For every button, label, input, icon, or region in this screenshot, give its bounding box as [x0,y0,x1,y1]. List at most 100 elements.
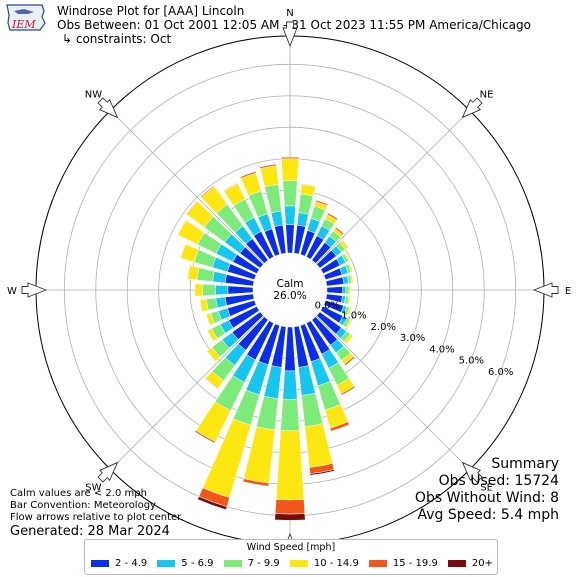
direction-label: W [7,286,17,297]
wind-bar-segment [204,377,219,390]
legend-swatch [91,560,109,567]
bars-layer [177,156,356,521]
wind-bar-segment [275,430,305,501]
wind-bar-segment [223,182,238,192]
wind-bar-segment [197,496,228,511]
plot-title: Windrose Plot for [AAA] Lincoln [57,4,245,18]
wind-bar-segment [215,284,229,296]
obs-used: Obs Used: 15724 [438,473,559,489]
legend-label: 20+ [471,558,493,569]
flow-arrow-icon [21,282,48,298]
direction-label: NW [85,89,102,100]
obs-without-wind: Obs Without Wind: 8 [414,490,559,506]
radial-tick-label: 6.0% [488,367,513,378]
bar-convention-note: Bar Convention: Meteorology [10,500,156,511]
footer-notes: Calm values are < 2.0 mph Bar Convention… [10,488,184,540]
legend-item-2-4.9: 2 - 4.9 [91,558,147,569]
direction-label: NE [480,89,494,100]
wind-bar-segment [200,185,215,198]
direction-label: SW [85,483,101,494]
wind-bar-segment [202,283,216,297]
avg-speed: Avg Speed: 5.4 mph [417,507,559,523]
calm-percent: 26.0% [273,290,306,302]
radial-tick-label: 3.0% [400,333,425,344]
radial-tick-label: 2.0% [371,322,396,333]
wind-bar-segment [350,274,354,284]
radial-tick-label: 0.0% [315,300,340,311]
flow-arrow-icon [532,282,559,298]
flow-arrow-icon [461,461,483,483]
wind-bar-segment [343,333,354,345]
wind-bar-segment [212,271,227,284]
wind-bar-segment [215,296,227,309]
svg-text:IEM: IEM [11,18,36,31]
wind-bar-segment [343,252,351,262]
wind-bar-segment [206,346,221,362]
ticks-layer: 0.0%1.0% 2.0% 3.0% 4.0% 5.0% 6.0% [315,300,514,378]
generated-date: Generated: 28 Mar 2024 [10,524,170,539]
wind-bar-segment [284,205,296,226]
wind-bar-segment [301,183,316,188]
legend-swatch [223,560,242,567]
wind-bar-segment [344,356,356,366]
wind-bar-segment [187,265,200,281]
arrows-note: Flow arrows relative to plot center. [10,512,184,523]
wind-bar-segment [348,285,351,295]
calm-note: Calm values are < 2.0 mph [10,488,147,499]
wind-bar-segment [296,212,309,227]
wind-bar-segment [304,423,333,468]
obs-period: Obs Between: 01 Oct 2001 12:05 AM - 31 O… [57,18,531,32]
wind-bar-segment [274,513,306,521]
legend-item-15-19.9: 15 - 19.9 [368,558,438,569]
calm-circle [253,253,327,327]
legend-item-10-14.9: 10 - 14.9 [289,558,359,569]
legend-label: 10 - 14.9 [313,558,359,569]
speed-legend: Wind Speed [mph] 2 - 4.9 5 - 6.9 7 - 9.9… [84,539,498,575]
legend-swatch [289,560,308,567]
wind-bar-segment [298,365,316,396]
flow-arrow-icon [97,461,119,483]
wind-bar-segment [270,210,284,227]
wind-bar-segment [194,430,216,444]
wind-bar-segment [284,326,296,372]
wind-bar-segment [326,212,339,221]
wind-bar-segment [326,286,343,294]
wind-bar-segment [274,499,306,515]
direction-labels: NNEESESSWWNW [7,8,571,575]
wind-bar-segment [342,286,347,294]
wind-bar-segment [309,469,335,476]
flow-arrow-icon [97,97,119,119]
legend-swatch [447,560,466,567]
calm-layer: Calm 26.0% [253,253,327,327]
calm-label: Calm [277,278,304,290]
wind-bar-segment [282,370,298,400]
wind-bar-segment [280,398,300,432]
wind-bar-segment [345,285,350,295]
legend-item-5-6.9: 5 - 6.9 [157,558,214,569]
grid-spoke [315,110,470,265]
wind-bar-segment [239,171,257,179]
flow-arrow-icon [461,97,483,119]
wind-bar-segment [264,184,282,214]
wind-bar-segment [256,395,279,431]
legend-item-7-9.9: 7 - 9.9 [223,558,280,569]
wind-bar-segment [298,193,314,215]
wind-bar-segment [341,239,349,249]
wind-bar-segment [346,307,352,317]
wind-bar-segment [315,199,329,207]
wind-bar-segment [347,296,351,305]
wind-bar-segment [334,226,345,236]
wind-bar-segment [329,421,350,432]
constraints-note: ↳ constraints: Oct [62,32,172,46]
wind-bar-segment [227,285,254,295]
wind-bar-segment [180,243,199,263]
legend-label: 7 - 9.9 [247,558,280,569]
wind-bar-segment [185,200,198,215]
legend-items: 2 - 4.9 5 - 6.9 7 - 9.9 10 - 14.9 15 - 1… [91,558,493,569]
wind-bar-segment [207,328,218,342]
legend-item-20plus: 20+ [447,558,493,569]
grid-spoke [315,315,470,470]
wind-bar-segment [196,267,215,282]
legend-label: 15 - 19.9 [392,558,438,569]
